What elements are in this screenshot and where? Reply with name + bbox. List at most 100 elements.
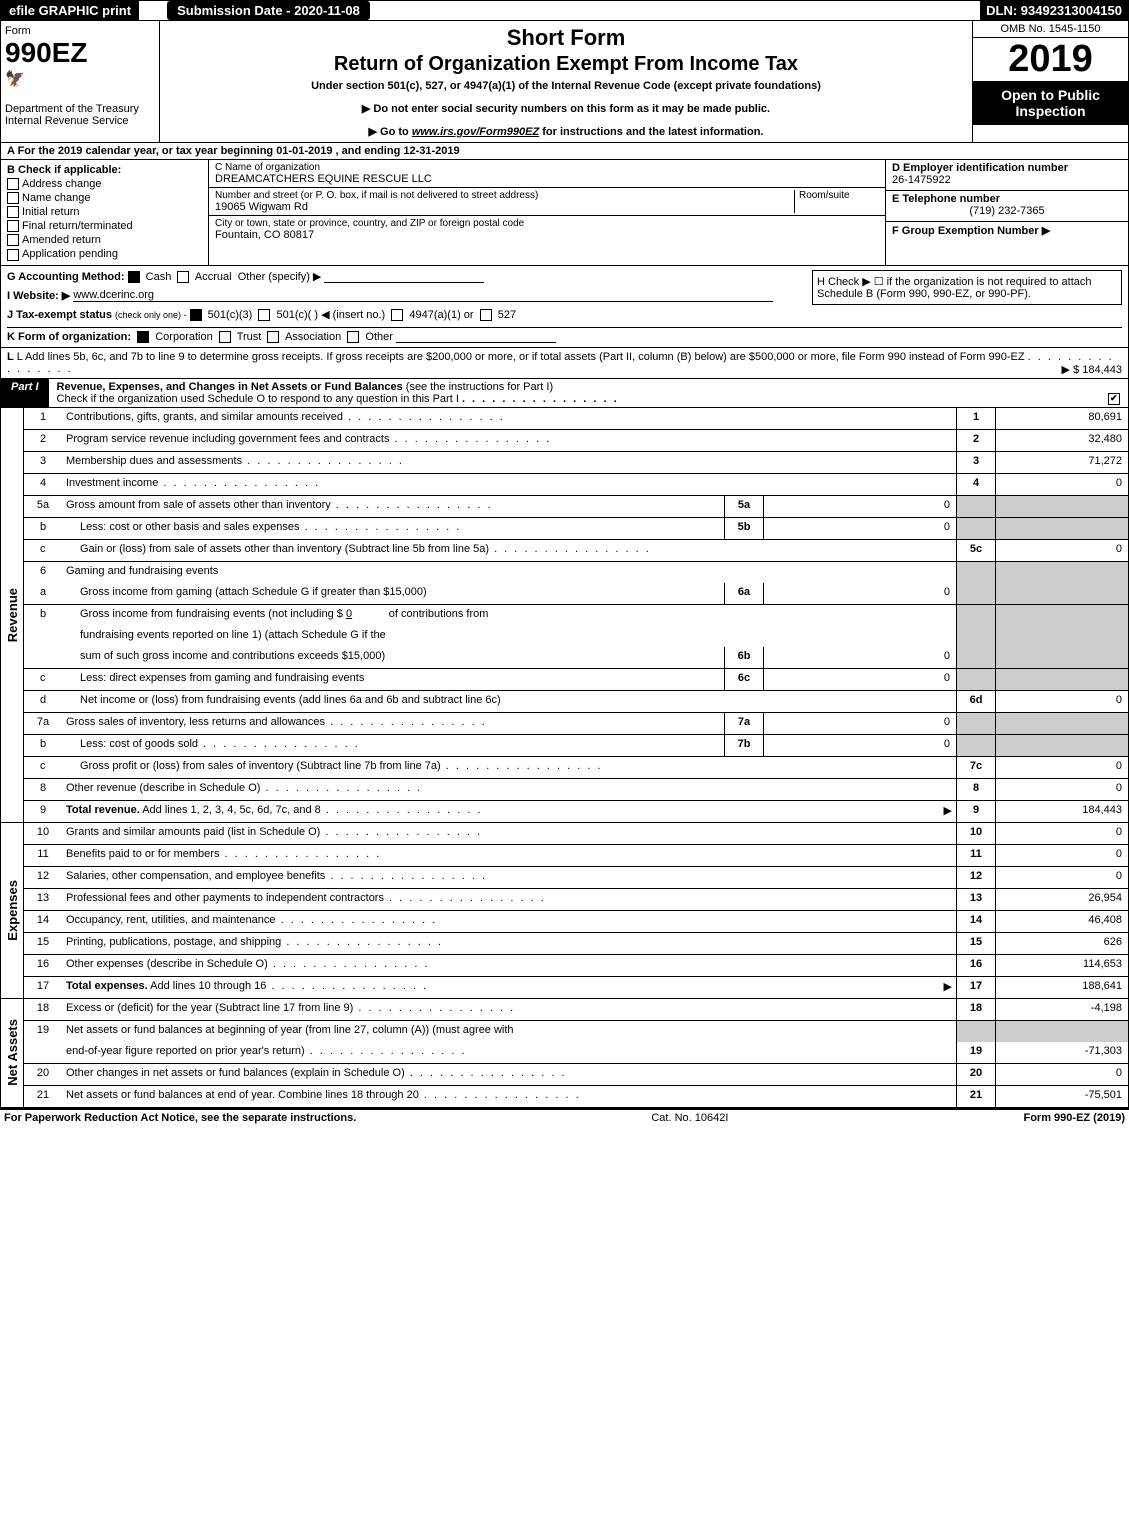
chk-schedule-o-part1[interactable]: [1108, 393, 1120, 405]
top-bar-left: efile GRAPHIC print Submission Date - 20…: [1, 1, 370, 20]
submission-date: Submission Date - 2020-11-08: [167, 1, 370, 20]
form-header: Form 990EZ 🦅 Department of the Treasury …: [0, 21, 1129, 143]
header-left: Form 990EZ 🦅 Department of the Treasury …: [1, 21, 160, 142]
instr2-post: for instructions and the latest informat…: [539, 126, 763, 138]
chk-corporation[interactable]: [137, 331, 149, 343]
h-schedule-b-check: H Check ▶ ☐ if the organization is not r…: [812, 270, 1122, 305]
chk-other-org[interactable]: [347, 331, 359, 343]
line-16: 16 Other expenses (describe in Schedule …: [24, 955, 1128, 977]
dln-label: DLN: 93492313004150: [980, 1, 1128, 20]
expenses-section: Expenses 10 Grants and similar amounts p…: [0, 823, 1129, 999]
g-label: G Accounting Method:: [7, 271, 125, 283]
net-assets-rows: 18 Excess or (deficit) for the year (Sub…: [24, 999, 1128, 1107]
footer-right: Form 990-EZ (2019): [1023, 1112, 1125, 1124]
k-label: K Form of organization:: [7, 331, 131, 343]
city-value: Fountain, CO 80817: [215, 229, 879, 241]
net-assets-side-label: Net Assets: [1, 999, 24, 1107]
line-2: 2 Program service revenue including gove…: [24, 430, 1128, 452]
page-footer: For Paperwork Reduction Act Notice, see …: [0, 1108, 1129, 1126]
line-12: 12 Salaries, other compensation, and emp…: [24, 867, 1128, 889]
line-7c: c Gross profit or (loss) from sales of i…: [24, 757, 1128, 779]
row-k-form-org: K Form of organization: Corporation Trus…: [7, 327, 1122, 343]
arrow-icon: ▶: [944, 804, 952, 817]
title-short-form: Short Form: [168, 25, 964, 51]
expenses-side-label: Expenses: [1, 823, 24, 998]
chk-final-return[interactable]: Final return/terminated: [7, 220, 202, 232]
row-l-gross-receipts: L L Add lines 5b, 6c, and 7b to line 9 t…: [0, 348, 1129, 379]
header-right: OMB No. 1545-1150 2019 Open to Public In…: [972, 21, 1128, 142]
instruction-goto: ▶ Go to www.irs.gov/Form990EZ for instru…: [168, 125, 964, 138]
chk-name-change[interactable]: Name change: [7, 192, 202, 204]
expenses-rows: 10 Grants and similar amounts paid (list…: [24, 823, 1128, 998]
chk-501c3[interactable]: [190, 309, 202, 321]
chk-4947[interactable]: [391, 309, 403, 321]
l-amount: ▶ $ 184,443: [1062, 363, 1122, 376]
part-1-title: Revenue, Expenses, and Changes in Net As…: [49, 379, 1128, 407]
net-assets-section: Net Assets 18 Excess or (deficit) for th…: [0, 999, 1129, 1108]
line-17: 17 Total expenses. Add lines 10 through …: [24, 977, 1128, 998]
irs-label: Internal Revenue Service: [5, 115, 155, 127]
chk-association[interactable]: [267, 331, 279, 343]
l-text: L Add lines 5b, 6c, and 7b to line 9 to …: [17, 351, 1025, 363]
j-label: J Tax-exempt status: [7, 309, 112, 321]
block-ghijk: H Check ▶ ☐ if the organization is not r…: [0, 266, 1129, 348]
line-14: 14 Occupancy, rent, utilities, and maint…: [24, 911, 1128, 933]
line-15: 15 Printing, publications, postage, and …: [24, 933, 1128, 955]
b-header: B Check if applicable:: [7, 164, 202, 176]
line-11: 11 Benefits paid to or for members 11 0: [24, 845, 1128, 867]
chk-address-change[interactable]: Address change: [7, 178, 202, 190]
chk-initial-return[interactable]: Initial return: [7, 206, 202, 218]
line-6c: c Less: direct expenses from gaming and …: [24, 669, 1128, 691]
other-accounting-input[interactable]: [324, 282, 484, 283]
chk-accrual[interactable]: [177, 271, 189, 283]
col-b-checkboxes: B Check if applicable: Address change Na…: [1, 160, 209, 265]
instr2-pre: ▶ Go to: [369, 126, 412, 138]
phone-value: (719) 232-7365: [892, 205, 1122, 217]
line-19b: end-of-year figure reported on prior yea…: [24, 1042, 1128, 1064]
line-1: 1 Contributions, gifts, grants, and simi…: [24, 408, 1128, 430]
efile-label: efile GRAPHIC print: [1, 1, 139, 20]
form-number: 990EZ: [5, 37, 155, 69]
ein-header: D Employer identification number: [892, 162, 1122, 174]
subtitle: Under section 501(c), 527, or 4947(a)(1)…: [168, 80, 964, 92]
room-suite-label: Room/suite: [794, 190, 879, 213]
website-value[interactable]: www.dcerinc.org: [73, 289, 773, 302]
col-c-org-info: C Name of organization DREAMCATCHERS EQU…: [209, 160, 886, 265]
city-label: City or town, state or province, country…: [215, 218, 879, 229]
line-4: 4 Investment income 4 0: [24, 474, 1128, 496]
other-org-input[interactable]: [396, 342, 556, 343]
line-7a: 7a Gross sales of inventory, less return…: [24, 713, 1128, 735]
chk-application-pending[interactable]: Application pending: [7, 248, 202, 260]
ein-value: 26-1475922: [892, 174, 1122, 186]
line-21: 21 Net assets or fund balances at end of…: [24, 1086, 1128, 1107]
part-1-tag: Part I: [1, 379, 49, 407]
line-7b: b Less: cost of goods sold 7b 0: [24, 735, 1128, 757]
form-label: Form: [5, 25, 155, 37]
chk-527[interactable]: [480, 309, 492, 321]
org-name-row: C Name of organization DREAMCATCHERS EQU…: [209, 160, 885, 188]
part-1-header: Part I Revenue, Expenses, and Changes in…: [0, 379, 1129, 408]
street-label: Number and street (or P. O. box, if mail…: [215, 190, 794, 201]
j-sub: (check only one) -: [115, 310, 187, 320]
line-6b-1: b Gross income from fundraising events (…: [24, 605, 1128, 626]
chk-cash[interactable]: [128, 271, 140, 283]
title-return: Return of Organization Exempt From Incom…: [168, 53, 964, 76]
line-5b: b Less: cost or other basis and sales ex…: [24, 518, 1128, 540]
header-center: Short Form Return of Organization Exempt…: [160, 21, 972, 142]
phone-header: E Telephone number: [892, 193, 1122, 205]
omb-number: OMB No. 1545-1150: [973, 21, 1128, 38]
chk-trust[interactable]: [219, 331, 231, 343]
footer-left: For Paperwork Reduction Act Notice, see …: [4, 1112, 356, 1124]
chk-amended-return[interactable]: Amended return: [7, 234, 202, 246]
street-value: 19065 Wigwam Rd: [215, 201, 794, 213]
footer-mid: Cat. No. 10642I: [651, 1112, 728, 1124]
col-d-ein-phone: D Employer identification number 26-1475…: [886, 160, 1128, 265]
org-name-label: C Name of organization: [215, 162, 879, 173]
chk-501c[interactable]: [258, 309, 270, 321]
row-j-tax-exempt: J Tax-exempt status (check only one) - 5…: [7, 308, 1122, 321]
irs-seal-icon: 🦅: [5, 69, 155, 89]
line-19a: 19 Net assets or fund balances at beginn…: [24, 1021, 1128, 1042]
line-6d: d Net income or (loss) from fundraising …: [24, 691, 1128, 713]
irs-link[interactable]: www.irs.gov/Form990EZ: [412, 126, 539, 138]
arrow-icon: ▶: [944, 980, 952, 993]
